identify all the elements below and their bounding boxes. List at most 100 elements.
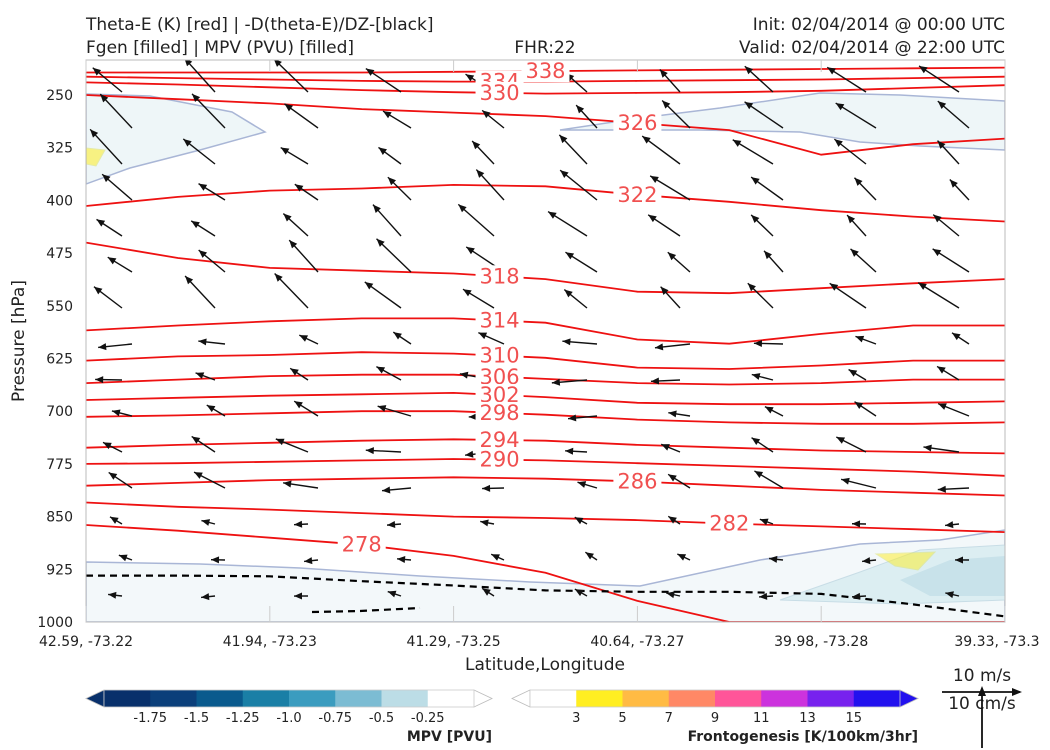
wind-vector-head: [192, 93, 201, 103]
theta-e-line-290: [86, 458, 1005, 477]
colorbar-tick-label: -0.25: [411, 711, 445, 726]
wind-vector-head: [280, 147, 290, 155]
wind-vector-head: [191, 220, 200, 229]
wind-vector-head: [937, 485, 946, 493]
mpv-filled-regions: [86, 92, 1005, 622]
wind-vector-head: [932, 248, 942, 257]
colorbar-tick-label: 11: [753, 711, 770, 726]
wind-vector-head: [195, 372, 205, 379]
colorbar-extend-right: [473, 689, 493, 708]
dtheta-dz-zero-line: [86, 574, 1005, 618]
wind-vector-head: [548, 211, 557, 219]
colorbar-tick-label: -0.75: [318, 711, 352, 726]
theta-e-label-background: [475, 429, 524, 452]
wind-vector-head: [393, 332, 402, 340]
forecast-hour: FHR:22: [514, 38, 575, 58]
wind-vector-head: [283, 480, 292, 488]
theta-e-label-294: 294: [480, 428, 520, 452]
colorbar-segment: [150, 690, 197, 707]
theta-e-label-314: 314: [480, 309, 520, 333]
wind-vector-head: [274, 273, 283, 282]
wind-vector-head: [108, 591, 117, 599]
wind-vector-head: [855, 335, 865, 343]
wind-vector-head: [562, 338, 571, 346]
wind-vector-head: [480, 519, 489, 527]
y-tick-label: 850: [46, 510, 73, 526]
theta-e-line-322: [86, 183, 1005, 223]
theta-e-line-310: [86, 351, 1005, 370]
wind-vector-head: [677, 554, 687, 561]
wind-vector-head: [744, 101, 754, 110]
wind-vector-head: [574, 517, 584, 525]
theta-e-label-background: [475, 448, 524, 471]
theta-e-line-306: [86, 373, 1005, 386]
theta-e-label-background: [337, 533, 386, 556]
mpv-region-upper-right: [559, 92, 1005, 151]
wind-vector-head: [564, 289, 573, 298]
wind-vector-head: [372, 204, 381, 213]
colorbar-segment: [668, 690, 716, 707]
wind-vector-head: [848, 369, 858, 377]
wind-vector-head: [90, 129, 99, 138]
dtheta-dz-contour: [86, 574, 1005, 618]
theta-e-label-286: 286: [617, 469, 657, 493]
wind-vector-head: [565, 447, 574, 455]
wind-vector-head: [365, 68, 375, 76]
wind-vector-head: [764, 250, 772, 260]
valid-time: Valid: 02/04/2014 @ 22:00 UTC: [739, 38, 1005, 58]
colorbar-tick-label: 5: [618, 711, 626, 726]
wind-vector-head: [299, 335, 309, 342]
wind-reference-vertical-arrowhead: [978, 686, 986, 696]
wind-vector-head: [478, 332, 488, 340]
colorbar-tick-label: -1.0: [276, 711, 301, 726]
colorbar-tick-label: -1.75: [133, 711, 167, 726]
wind-vector-head: [769, 555, 778, 563]
wind-vector-head: [283, 213, 292, 222]
wind-vector-head: [191, 436, 201, 444]
colorbar-segment: [576, 690, 623, 707]
theta-e-label-338: 338: [525, 59, 565, 83]
wind-vector-head: [945, 591, 954, 599]
wind-vector-head: [482, 588, 491, 596]
wind-vector-head: [274, 60, 282, 67]
wind-reference-horizontal-arrowhead: [1012, 688, 1022, 696]
wind-vector-head: [482, 110, 491, 119]
fgen-region-lower-right: [874, 551, 937, 571]
theta-e-line-282: [86, 501, 1005, 533]
x-tick-label: 39.98, -73.28: [774, 634, 868, 650]
theta-e-label-326: 326: [617, 111, 657, 135]
wind-vector-head: [468, 413, 477, 421]
wind-vector-head: [650, 175, 659, 184]
wind-vector-head: [952, 332, 961, 341]
wind-vector-head: [383, 111, 392, 119]
theta-e-label-290: 290: [480, 448, 520, 472]
wind-vector-head: [937, 101, 947, 109]
wind-vector-head: [465, 450, 474, 458]
colorbar-tick-label: 7: [665, 711, 673, 726]
wind-vector-head: [107, 257, 117, 265]
wind-vector-head: [294, 184, 304, 192]
wind-vector-head: [109, 516, 119, 524]
colorbar-segment: [622, 690, 670, 707]
colorbar-tick-label: 9: [711, 711, 719, 726]
colorbar-tick-label: 3: [572, 711, 580, 726]
colorbar-segment: [715, 690, 762, 707]
wind-vector-head: [476, 169, 485, 178]
fgen-colorbar-label: Frontogenesis [K/100km/3hr]: [688, 729, 918, 745]
wind-vector-head: [387, 177, 397, 186]
colorbar-frame: [529, 689, 901, 708]
colorbar-segment: [196, 690, 244, 707]
wind-vector-head: [568, 414, 577, 422]
wind-vector-head: [294, 401, 303, 409]
colorbar-segment: [242, 690, 290, 707]
wind-vector-head: [918, 282, 927, 290]
colorbar-extend-left: [511, 689, 531, 708]
wind-vector-head: [744, 66, 754, 75]
x-axis-ticks: 42.59, -73.22 41.94, -73.23 41.29, -73.25 4…: [39, 60, 1040, 650]
theta-e-label-background: [475, 384, 524, 407]
wind-vector-head: [565, 252, 575, 260]
wind-vector-head: [304, 557, 313, 565]
wind-vector-head: [482, 484, 491, 492]
wind-vector-head: [852, 592, 861, 600]
colorbar-segment: [853, 690, 901, 707]
